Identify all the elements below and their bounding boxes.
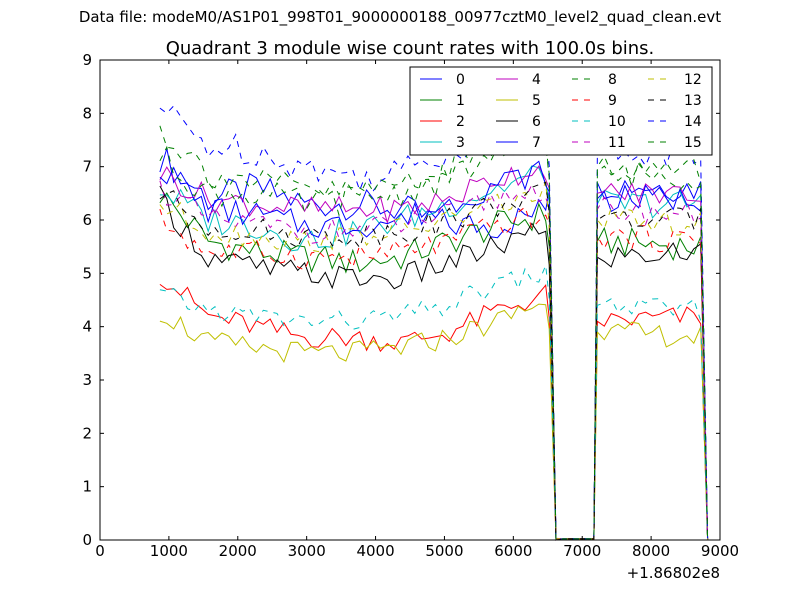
x-axis-offset-label: +1.86802e8 [627, 564, 720, 582]
y-tick-label: 5 [82, 264, 92, 282]
y-tick-label: 4 [82, 318, 92, 336]
chart-title: Quadrant 3 module wise count rates with … [166, 38, 655, 59]
x-tick-label: 1000 [150, 542, 188, 560]
x-tick-label: 5000 [425, 542, 463, 560]
x-tick-label: 8000 [632, 542, 670, 560]
legend-label: 0 [456, 72, 465, 88]
series-line-10 [159, 265, 709, 541]
series-line-5 [159, 303, 709, 541]
legend-label: 10 [608, 114, 626, 130]
series-line-2 [159, 283, 709, 541]
series-lines [159, 105, 709, 541]
y-tick-label: 1 [82, 478, 92, 496]
series-line-1 [159, 192, 709, 541]
series-line-14 [159, 105, 709, 541]
y-tick-label: 3 [82, 371, 92, 389]
legend-label: 8 [608, 72, 617, 88]
legend-box [409, 66, 713, 156]
legend-label: 15 [684, 135, 702, 151]
legend-label: 11 [608, 135, 626, 151]
x-tick-label: 9000 [701, 542, 739, 560]
series-line-15 [159, 125, 709, 541]
series-line-7 [159, 160, 709, 541]
legend-label: 12 [684, 72, 702, 88]
legend-label: 5 [532, 93, 541, 109]
legend-label: 9 [608, 93, 617, 109]
x-tick-label: 4000 [356, 542, 394, 560]
series-line-8 [159, 140, 709, 541]
figure-suptitle: Data file: modeM0/AS1P01_998T01_90000001… [78, 8, 722, 26]
series-line-11 [159, 180, 709, 541]
x-tick-label: 3000 [288, 542, 326, 560]
x-tick-label: 7000 [563, 542, 601, 560]
axis-ticks: 0 1000 2000 3000 4000 5000 6000 7000 8000 9000012… [82, 51, 739, 560]
legend-label: 6 [532, 114, 541, 130]
legend-label: 7 [532, 135, 541, 151]
y-tick-label: 0 [82, 531, 92, 549]
x-tick-label: 6000 [494, 542, 532, 560]
series-line-13 [159, 181, 709, 541]
legend-label: 3 [456, 135, 465, 151]
y-tick-label: 2 [82, 424, 92, 442]
legend-label: 13 [684, 93, 702, 109]
legend-label: 1 [456, 93, 465, 109]
x-tick-label: 0 [95, 542, 105, 560]
y-tick-label: 9 [82, 51, 92, 69]
x-tick-label: 2000 [219, 542, 257, 560]
y-tick-label: 8 [82, 104, 92, 122]
series-line-4 [159, 165, 709, 541]
legend-label: 2 [456, 114, 465, 130]
legend-label: 4 [532, 72, 541, 88]
y-tick-label: 6 [82, 211, 92, 229]
series-line-9 [159, 206, 709, 541]
axes-frame [99, 59, 721, 541]
y-tick-label: 7 [82, 158, 92, 176]
legend-label: 14 [684, 114, 702, 130]
series-line-3 [159, 165, 709, 541]
series-line-6 [159, 185, 709, 541]
series-line-12 [159, 181, 709, 541]
